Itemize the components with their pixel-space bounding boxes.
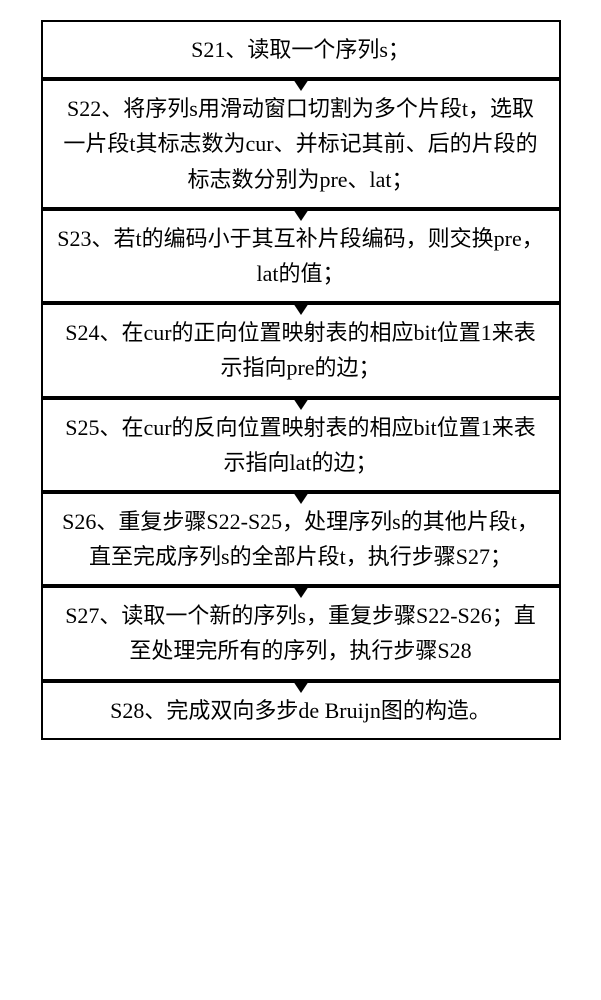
- flow-node-s27: S27、读取一个新的序列s，重复步骤S22-S26；直至处理完所有的序列，执行步…: [41, 586, 561, 680]
- flowchart-container: S21、读取一个序列s； S22、将序列s用滑动窗口切割为多个片段t，选取一片段…: [10, 20, 591, 740]
- flow-node-s22: S22、将序列s用滑动窗口切割为多个片段t，选取一片段t其标志数为cur、并标记…: [41, 79, 561, 209]
- arrow-head-icon: [293, 398, 309, 410]
- flow-node-s21: S21、读取一个序列s；: [41, 20, 561, 79]
- flow-node-s24: S24、在cur的正向位置映射表的相应bit位置1来表示指向pre的边；: [41, 303, 561, 397]
- arrow-head-icon: [293, 79, 309, 91]
- arrow-head-icon: [293, 492, 309, 504]
- flow-node-s23: S23、若t的编码小于其互补片段编码，则交换pre，lat的值；: [41, 209, 561, 303]
- flow-node-s26: S26、重复步骤S22-S25，处理序列s的其他片段t，直至完成序列s的全部片段…: [41, 492, 561, 586]
- arrow-head-icon: [293, 209, 309, 221]
- flow-node-s25: S25、在cur的反向位置映射表的相应bit位置1来表示指向lat的边；: [41, 398, 561, 492]
- arrow-head-icon: [293, 303, 309, 315]
- arrow-head-icon: [293, 586, 309, 598]
- arrow-head-icon: [293, 681, 309, 693]
